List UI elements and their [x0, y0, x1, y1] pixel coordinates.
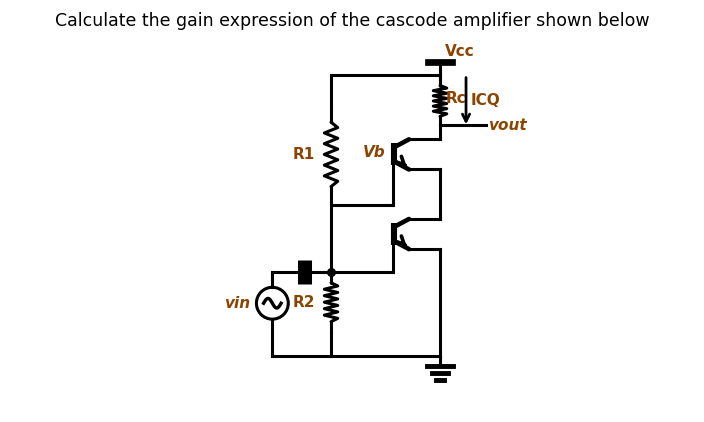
Text: Calculate the gain expression of the cascode amplifier shown below: Calculate the gain expression of the cas…: [55, 12, 649, 30]
Text: Vb: Vb: [363, 145, 386, 160]
Text: R1: R1: [293, 147, 315, 162]
Text: vin: vin: [224, 296, 250, 311]
Text: R2: R2: [293, 295, 315, 310]
Text: vout: vout: [489, 118, 527, 133]
Text: ICQ: ICQ: [470, 93, 500, 108]
Text: Vcc: Vcc: [445, 44, 474, 59]
Text: Rc: Rc: [446, 91, 466, 106]
